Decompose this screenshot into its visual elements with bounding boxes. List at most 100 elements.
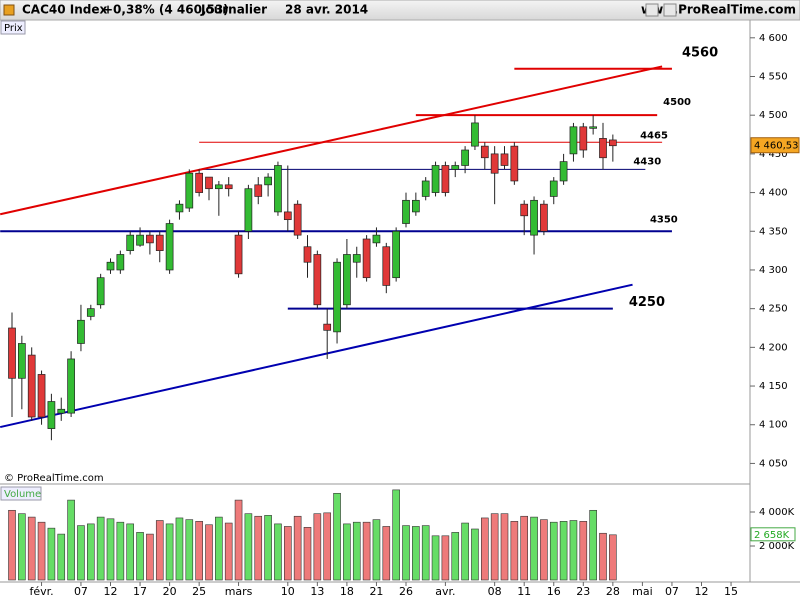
level-label: 4560 xyxy=(682,45,718,60)
volume-bar xyxy=(392,489,400,581)
volume-bar xyxy=(283,526,292,581)
volume-bar xyxy=(224,522,233,581)
y-tick-label: 2 000K xyxy=(759,541,795,552)
window-button[interactable] xyxy=(645,3,659,17)
x-tick-label: 21 xyxy=(369,585,383,598)
volume-bar xyxy=(490,513,499,581)
candle-body xyxy=(372,234,381,244)
candle-body xyxy=(106,261,115,271)
candle-body xyxy=(155,234,164,251)
volume-bar xyxy=(480,517,489,581)
volume-bar xyxy=(333,492,341,581)
source: www.ProRealTime.com xyxy=(641,3,796,17)
candle-body xyxy=(67,358,75,414)
candle-body xyxy=(392,230,400,279)
y-tick-label: 4 350 xyxy=(759,226,788,237)
volume-bar xyxy=(106,518,115,581)
candle-body xyxy=(569,126,578,155)
y-tick-label: 4 200 xyxy=(759,342,788,353)
x-tick-label: 17 xyxy=(133,585,147,598)
volume-bar xyxy=(461,522,469,581)
volume-bar xyxy=(579,521,588,581)
panel-tag xyxy=(0,486,42,501)
volume-bar xyxy=(352,521,361,581)
volume-bar xyxy=(549,521,558,581)
x-tick-label: 26 xyxy=(399,585,413,598)
volume-bar xyxy=(441,535,450,581)
panel-tag xyxy=(0,20,26,35)
volume-bar xyxy=(244,513,253,581)
candle-body xyxy=(293,203,302,236)
volume-bar xyxy=(559,521,568,581)
y-tick-label: 4 050 xyxy=(759,458,788,469)
volume-bar xyxy=(274,523,282,581)
candle-body xyxy=(303,246,312,263)
candle-body xyxy=(195,172,203,193)
candle-body xyxy=(599,138,607,159)
volume-bar xyxy=(293,515,302,581)
volume-bar xyxy=(471,528,479,581)
candle-body xyxy=(589,126,598,129)
date: 28 avr. 2014 xyxy=(285,3,368,17)
candle-body xyxy=(608,139,617,147)
y-tick-label: 4 300 xyxy=(759,265,788,276)
window-button[interactable] xyxy=(663,3,677,17)
candle-body xyxy=(343,254,351,306)
volume-bar xyxy=(77,525,85,581)
x-tick-label: 11 xyxy=(517,585,531,598)
candle-body xyxy=(146,234,154,244)
x-tick-label: 07 xyxy=(665,585,679,598)
volume-bar xyxy=(18,513,26,581)
volume-bar xyxy=(146,533,154,581)
volume-label: Volume xyxy=(4,489,41,500)
candle-body xyxy=(47,401,56,429)
volume-bar xyxy=(382,526,391,581)
header-icon xyxy=(3,4,15,16)
x-tick-label: 28 xyxy=(606,585,620,598)
candle-body xyxy=(215,184,223,190)
price-label: Prix xyxy=(4,23,23,34)
x-tick-label: 16 xyxy=(547,585,561,598)
x-tick-label: mars xyxy=(225,585,253,598)
candle-body xyxy=(549,180,558,197)
header-bar xyxy=(0,0,800,21)
x-tick-label: mai xyxy=(632,585,653,598)
candle-body xyxy=(412,199,420,213)
x-tick-label: 25 xyxy=(192,585,206,598)
y-tick-label: 4 250 xyxy=(759,304,788,315)
x-tick-label: 15 xyxy=(724,585,738,598)
volume-bar xyxy=(27,516,36,581)
candle-body xyxy=(323,323,332,331)
volume-bar xyxy=(175,517,184,581)
x-tick-label: 07 xyxy=(74,585,88,598)
candle-body xyxy=(559,161,568,182)
candle-body xyxy=(254,184,263,197)
volume-bar xyxy=(96,516,105,581)
volume-bar xyxy=(362,521,371,581)
volume-bar xyxy=(402,525,410,581)
candle-body xyxy=(283,211,292,221)
volume-bar xyxy=(215,516,223,581)
candle-body xyxy=(274,165,282,213)
level-label: 4350 xyxy=(650,214,678,225)
candle-body xyxy=(116,254,125,271)
volume-bar xyxy=(205,524,213,581)
x-tick-label: 13 xyxy=(310,585,324,598)
candle-body xyxy=(185,172,194,209)
candle-body xyxy=(234,234,243,275)
volume-bar xyxy=(599,532,607,581)
x-tick-label: 12 xyxy=(104,585,118,598)
candle-body xyxy=(441,165,450,193)
candle-body xyxy=(224,184,233,190)
y-tick-label: 4 500 xyxy=(759,110,788,121)
volume-bar xyxy=(185,519,194,581)
candle-body xyxy=(244,188,253,232)
candle-body xyxy=(520,203,529,217)
x-tick-label: 10 xyxy=(281,585,295,598)
volume-bar xyxy=(264,515,272,581)
volume-bar xyxy=(510,521,519,581)
candle-body xyxy=(264,176,272,186)
x-tick-label: 20 xyxy=(163,585,177,598)
level-label: 4430 xyxy=(633,156,661,167)
